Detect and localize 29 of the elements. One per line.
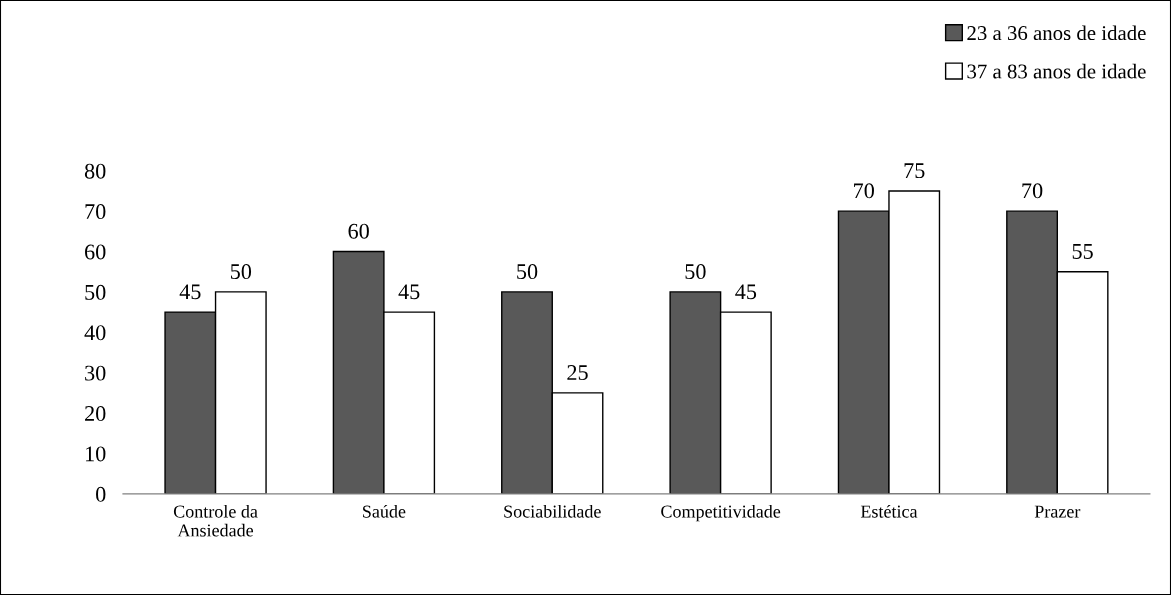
data-label: 50 [517, 264, 538, 280]
legend-label: 37 a 83 anos de idade [967, 63, 1146, 79]
data-label: 45 [179, 284, 201, 300]
x-tick-label: Competitividade [661, 504, 781, 522]
data-label: 50 [230, 264, 252, 280]
y-tick-label: 20 [85, 406, 106, 422]
y-tick-label: 0 [96, 486, 106, 502]
data-label: 70 [854, 183, 874, 199]
y-tick-label: 60 [85, 244, 106, 260]
y-tick-label: 80 [84, 163, 106, 179]
data-label: 50 [685, 264, 706, 280]
x-tick-label: Controle da Ansiedade [173, 504, 258, 537]
x-tick-label: Saúde [363, 504, 406, 518]
y-tick-label: 30 [85, 365, 106, 381]
legend-label: 23 a 36 anos de idade [967, 25, 1146, 41]
data-label: 70 [1022, 183, 1043, 199]
data-label: 45 [398, 284, 420, 300]
y-tick-label: 70 [85, 204, 106, 220]
data-label: 25 [567, 365, 588, 381]
y-tick-label: 50 [85, 284, 106, 300]
y-tick-label: 10 [86, 446, 106, 462]
data-label: 55 [1072, 244, 1093, 259]
x-tick-label: Sociabilidade [504, 504, 601, 518]
data-label: 45 [735, 284, 757, 300]
data-label: 60 [348, 223, 369, 239]
data-label: 75 [904, 163, 925, 179]
x-tick-label: Prazer [1034, 505, 1081, 518]
x-tick-label: Estética [860, 504, 918, 518]
y-tick-label: 40 [84, 325, 106, 341]
